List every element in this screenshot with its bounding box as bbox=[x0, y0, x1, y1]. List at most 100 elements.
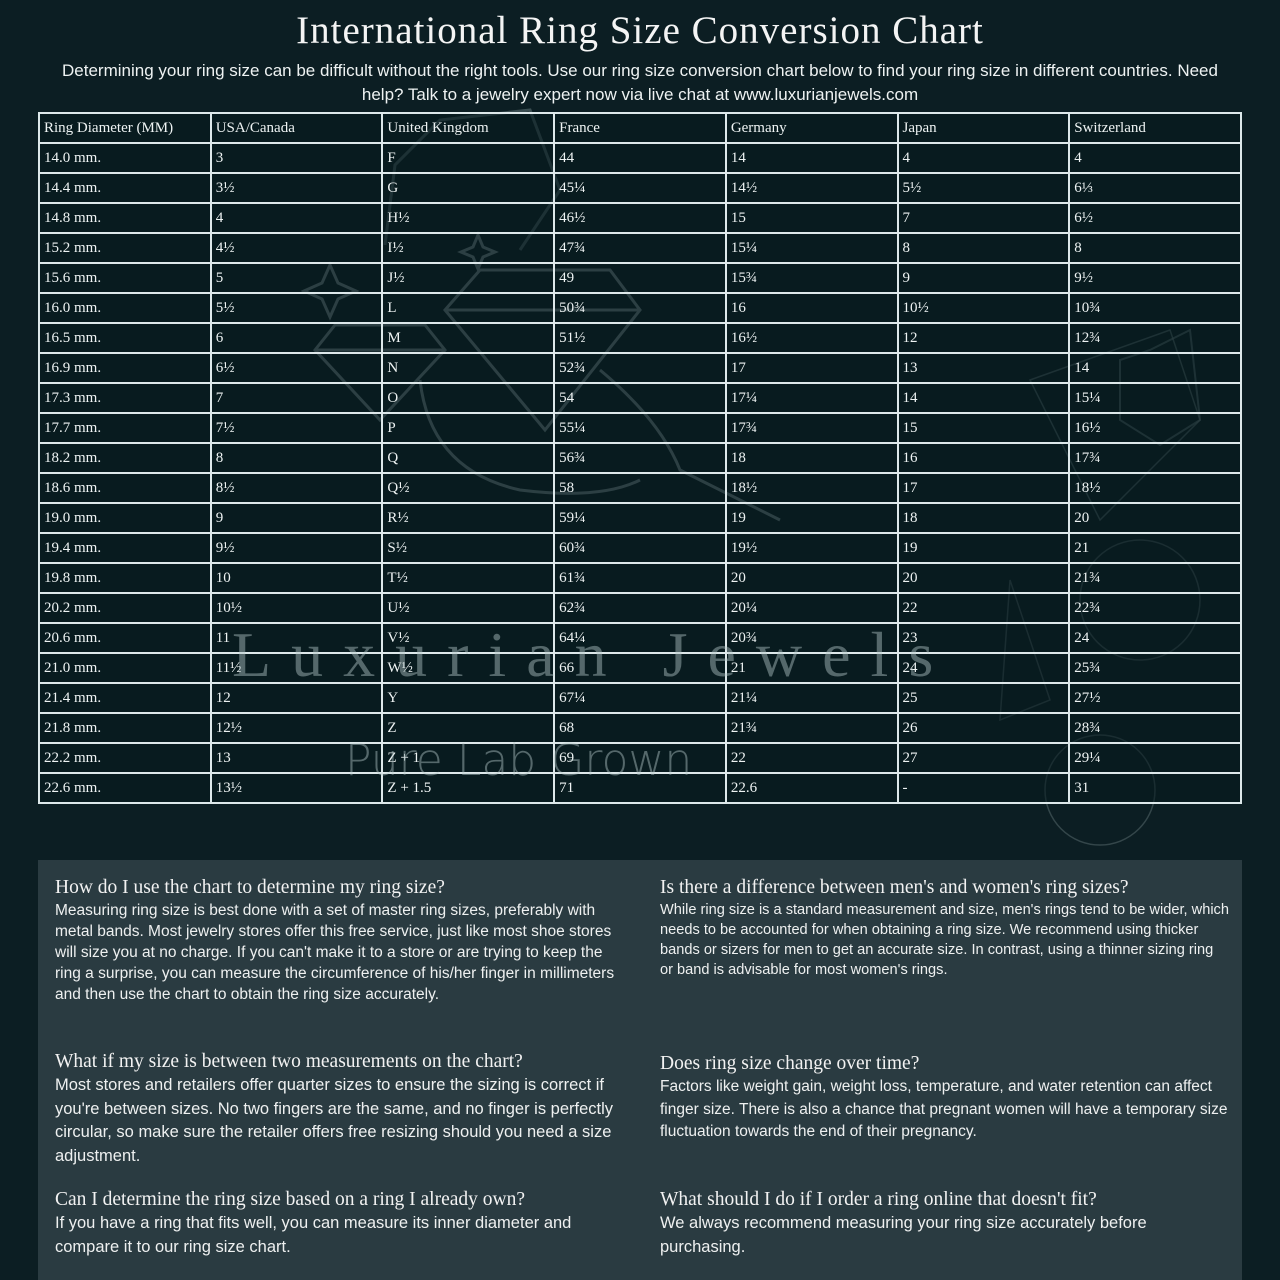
cell-uk: Q bbox=[381, 442, 556, 474]
table-row: 18.6 mm. 8½ Q½ 58 18½ 17 18½ bbox=[38, 472, 1242, 504]
table-row: 19.0 mm. 9 R½ 59¼ 19 18 20 bbox=[38, 502, 1242, 534]
cell-diameter: 18.2 mm. bbox=[38, 442, 212, 474]
cell-japan: - bbox=[896, 772, 1071, 804]
cell-japan: 16 bbox=[896, 442, 1071, 474]
cell-usa-canada: 11½ bbox=[209, 652, 384, 684]
table-row: 14.8 mm. 4 H½ 46½ 15 7 6½ bbox=[38, 202, 1242, 234]
cell-germany: 18 bbox=[724, 442, 899, 474]
cell-germany: 19 bbox=[724, 502, 899, 534]
table-row: 17.3 mm. 7 O 54 17¼ 14 15¼ bbox=[38, 382, 1242, 414]
intro-text: Determining your ring size can be diffic… bbox=[62, 61, 1218, 104]
cell-diameter: 19.0 mm. bbox=[38, 502, 212, 534]
cell-japan: 7 bbox=[896, 202, 1071, 234]
cell-japan: 8 bbox=[896, 232, 1071, 264]
cell-switzerland: 21 bbox=[1068, 532, 1242, 564]
table-row: 15.6 mm. 5 J½ 49 15¾ 9 9½ bbox=[38, 262, 1242, 294]
cell-switzerland: 9½ bbox=[1068, 262, 1242, 294]
cell-uk: Z + 1.5 bbox=[381, 772, 556, 804]
cell-usa-canada: 10½ bbox=[209, 592, 384, 624]
cell-uk: Y bbox=[381, 682, 556, 714]
cell-usa-canada: 12 bbox=[209, 682, 384, 714]
table-row: 18.2 mm. 8 Q 56¾ 18 16 17¾ bbox=[38, 442, 1242, 474]
cell-switzerland: 6½ bbox=[1068, 202, 1242, 234]
cell-japan: 17 bbox=[896, 472, 1071, 504]
cell-switzerland: 17¾ bbox=[1068, 442, 1242, 474]
cell-uk: U½ bbox=[381, 592, 556, 624]
cell-france: 55¼ bbox=[553, 412, 727, 444]
cell-diameter: 19.4 mm. bbox=[38, 532, 212, 564]
cell-diameter: 19.8 mm. bbox=[38, 562, 212, 594]
cell-diameter: 15.2 mm. bbox=[38, 232, 212, 264]
cell-usa-canada: 8 bbox=[209, 442, 384, 474]
faq-item: Does ring size change over time? Factors… bbox=[660, 1052, 1230, 1144]
faq-question: What should I do if I order a ring onlin… bbox=[660, 1189, 1097, 1210]
cell-switzerland: 6⅓ bbox=[1068, 172, 1242, 204]
cell-france: 64¼ bbox=[553, 622, 727, 654]
cell-switzerland: 10¾ bbox=[1068, 292, 1242, 324]
cell-germany: 17¾ bbox=[724, 412, 899, 444]
cell-uk: W½ bbox=[381, 652, 556, 684]
cell-diameter: 14.0 mm. bbox=[38, 142, 212, 174]
cell-france: 60¾ bbox=[553, 532, 727, 564]
cell-uk: S½ bbox=[381, 532, 556, 564]
cell-usa-canada: 5 bbox=[209, 262, 384, 294]
cell-usa-canada: 8½ bbox=[209, 472, 384, 504]
cell-diameter: 14.8 mm. bbox=[38, 202, 212, 234]
cell-switzerland: 29¼ bbox=[1068, 742, 1242, 774]
cell-japan: 9 bbox=[896, 262, 1071, 294]
cell-usa-canada: 11 bbox=[209, 622, 384, 654]
cell-france: 68 bbox=[553, 712, 727, 744]
cell-usa-canada: 4 bbox=[209, 202, 384, 234]
cell-germany: 14½ bbox=[724, 172, 899, 204]
cell-japan: 13 bbox=[896, 352, 1071, 384]
cell-diameter: 21.8 mm. bbox=[38, 712, 212, 744]
cell-diameter: 18.6 mm. bbox=[38, 472, 212, 504]
cell-diameter: 16.5 mm. bbox=[38, 322, 212, 354]
cell-germany: 21¾ bbox=[724, 712, 899, 744]
cell-japan: 23 bbox=[896, 622, 1071, 654]
cell-germany: 18½ bbox=[724, 472, 899, 504]
cell-france: 49 bbox=[553, 262, 727, 294]
cell-usa-canada: 9½ bbox=[209, 532, 384, 564]
cell-usa-canada: 13 bbox=[209, 742, 384, 774]
table-row: 15.2 mm. 4½ I½ 47¾ 15¼ 8 8 bbox=[38, 232, 1242, 264]
cell-uk: F bbox=[381, 142, 556, 174]
cell-france: 44 bbox=[553, 142, 727, 174]
cell-france: 71 bbox=[553, 772, 727, 804]
cell-germany: 20¼ bbox=[724, 592, 899, 624]
faq-question: Can I determine the ring size based on a… bbox=[55, 1189, 525, 1210]
faq-question: Is there a difference between men's and … bbox=[660, 877, 1129, 898]
faq-answer: While ring size is a standard measuremen… bbox=[660, 902, 1229, 978]
cell-japan: 12 bbox=[896, 322, 1071, 354]
table-row: 14.4 mm. 3½ G 45¼ 14½ 5½ 6⅓ bbox=[38, 172, 1242, 204]
cell-germany: 16½ bbox=[724, 322, 899, 354]
cell-germany: 20 bbox=[724, 562, 899, 594]
page-title: International Ring Size Conversion Chart bbox=[296, 9, 984, 52]
header-usa-canada: USA/Canada bbox=[209, 112, 384, 144]
cell-diameter: 16.9 mm. bbox=[38, 352, 212, 384]
cell-switzerland: 16½ bbox=[1068, 412, 1242, 444]
faq-answer: Measuring ring size is best done with a … bbox=[55, 902, 615, 1003]
cell-diameter: 16.0 mm. bbox=[38, 292, 212, 324]
cell-usa-canada: 6½ bbox=[209, 352, 384, 384]
faq-item: How do I use the chart to determine my r… bbox=[55, 876, 625, 1005]
faq-panel: How do I use the chart to determine my r… bbox=[38, 860, 1242, 1280]
cell-uk: H½ bbox=[381, 202, 556, 234]
cell-diameter: 15.6 mm. bbox=[38, 262, 212, 294]
cell-uk: R½ bbox=[381, 502, 556, 534]
cell-uk: G bbox=[381, 172, 556, 204]
cell-diameter: 21.4 mm. bbox=[38, 682, 212, 714]
cell-japan: 22 bbox=[896, 592, 1071, 624]
faq-item: What if my size is between two measureme… bbox=[55, 1050, 625, 1168]
cell-france: 46½ bbox=[553, 202, 727, 234]
cell-france: 62¾ bbox=[553, 592, 727, 624]
cell-usa-canada: 9 bbox=[209, 502, 384, 534]
cell-usa-canada: 10 bbox=[209, 562, 384, 594]
cell-uk: N bbox=[381, 352, 556, 384]
cell-japan: 14 bbox=[896, 382, 1071, 414]
cell-france: 51½ bbox=[553, 322, 727, 354]
cell-france: 59¼ bbox=[553, 502, 727, 534]
cell-france: 56¾ bbox=[553, 442, 727, 474]
cell-germany: 17¼ bbox=[724, 382, 899, 414]
faq-item: Can I determine the ring size based on a… bbox=[55, 1188, 625, 1259]
